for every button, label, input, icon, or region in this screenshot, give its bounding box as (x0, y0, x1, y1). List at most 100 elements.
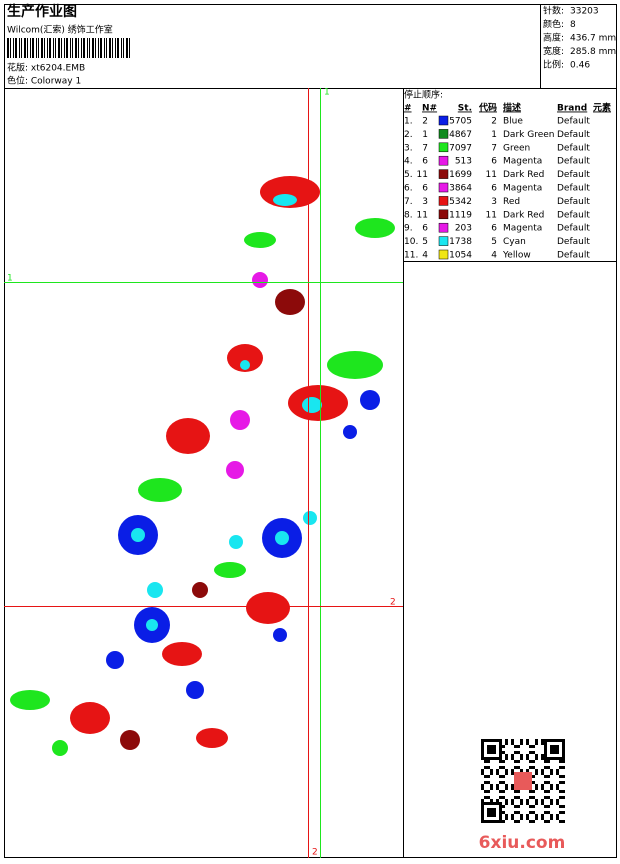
brand: Default (557, 130, 590, 140)
qr-module (505, 799, 508, 802)
row-index: 6. (404, 184, 413, 194)
bar-stripe (32, 38, 34, 58)
stitches: 1699 (449, 170, 472, 180)
qr-module (514, 811, 517, 814)
qr-module (547, 805, 550, 808)
qr-module (481, 754, 484, 757)
brand: Default (557, 184, 590, 194)
qr-module (556, 802, 559, 805)
qr-module (487, 820, 490, 823)
qr-module (535, 799, 538, 802)
qr-module (517, 805, 520, 808)
description: Red (503, 197, 520, 207)
qr-module (556, 769, 559, 772)
qr-module (562, 820, 565, 823)
qr-module (490, 820, 493, 823)
qr-module (529, 760, 532, 763)
qr-module (493, 751, 496, 754)
qr-module (502, 811, 505, 814)
qr-module (541, 772, 544, 775)
qr-module (481, 745, 484, 748)
qr-module (505, 769, 508, 772)
info-label: 高度: (543, 32, 564, 44)
frame (4, 4, 617, 858)
qr-module (553, 748, 556, 751)
qr-module (544, 790, 547, 793)
qr-module (526, 769, 529, 772)
qr-module (529, 796, 532, 799)
qr-module (517, 766, 520, 769)
qr-module (481, 820, 484, 823)
stitches: 4867 (449, 130, 472, 140)
qr-module (484, 775, 487, 778)
bar-stripe (58, 38, 60, 58)
qr-module (532, 751, 535, 754)
qr-module (487, 745, 490, 748)
qr-module (493, 748, 496, 751)
qr-module (541, 769, 544, 772)
qr-module (484, 796, 487, 799)
qr-module (535, 739, 538, 742)
qr-module (535, 787, 538, 790)
bar-stripe (55, 38, 56, 58)
bar-stripe (75, 38, 77, 58)
bar-stripe (36, 38, 37, 58)
qr-module (556, 757, 559, 760)
qr-module (484, 739, 487, 742)
qr-module (493, 808, 496, 811)
qr-module (490, 814, 493, 817)
qr-module (487, 748, 490, 751)
qr-module (547, 739, 550, 742)
qr-module (490, 748, 493, 751)
qr-module (544, 820, 547, 823)
info-value: 285.8 mm (570, 47, 616, 57)
description: Blue (503, 117, 523, 127)
bar-stripe (13, 38, 14, 58)
qr-module (487, 766, 490, 769)
qr-module (547, 775, 550, 778)
qr-module (502, 760, 505, 763)
bar-stripe (115, 38, 116, 58)
qr-module (484, 820, 487, 823)
qr-module (499, 748, 502, 751)
qr-module (517, 820, 520, 823)
stitches: 1738 (449, 237, 472, 247)
qr-module (496, 769, 499, 772)
brand: Default (557, 251, 590, 261)
qr-module (553, 751, 556, 754)
column-header: 描述 (503, 102, 521, 114)
qr-module (496, 799, 499, 802)
qr-module (544, 766, 547, 769)
needle: 11 (417, 210, 428, 220)
qr-module (490, 799, 493, 802)
bar-stripe (44, 38, 45, 58)
needle: 6 (422, 157, 428, 167)
qr-module (526, 814, 529, 817)
title: 生产作业图 (7, 3, 77, 20)
brand: Default (557, 210, 590, 220)
qr-module (529, 811, 532, 814)
qr-module (487, 751, 490, 754)
description: Magenta (503, 184, 542, 194)
bar-stripe (129, 38, 130, 58)
qr-module (511, 739, 514, 742)
qr-module (532, 781, 535, 784)
qr-module (481, 769, 484, 772)
qr-module (550, 769, 553, 772)
qr-module (529, 790, 532, 793)
qr-module (490, 757, 493, 760)
description: Yellow (502, 251, 531, 261)
qr-module (541, 739, 544, 742)
qr-module (535, 814, 538, 817)
qr-module (547, 811, 550, 814)
qr-module (532, 760, 535, 763)
needle: 6 (422, 224, 428, 234)
qr-module (502, 766, 505, 769)
qr-module (502, 796, 505, 799)
bar-stripe (19, 38, 20, 58)
qr-module (520, 754, 523, 757)
bar-stripe (49, 38, 51, 58)
qr-module (487, 802, 490, 805)
qr-module (484, 757, 487, 760)
stitches: 1119 (449, 210, 472, 220)
